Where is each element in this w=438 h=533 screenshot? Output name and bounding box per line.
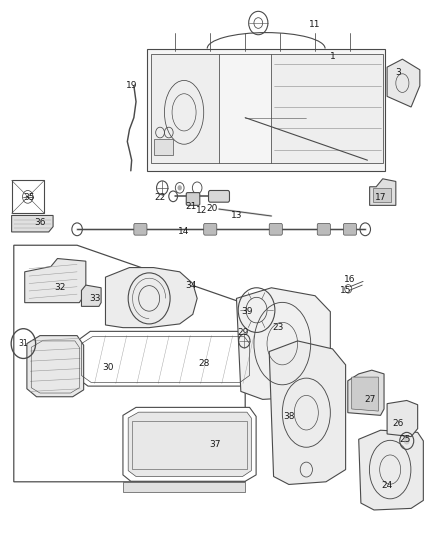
Polygon shape [237,288,330,399]
Text: 38: 38 [283,412,295,421]
Text: 39: 39 [242,307,253,316]
FancyBboxPatch shape [186,192,200,205]
Polygon shape [387,400,418,437]
Text: 13: 13 [231,212,242,221]
FancyBboxPatch shape [208,190,230,202]
Text: 21: 21 [185,203,196,212]
FancyBboxPatch shape [12,180,44,213]
Text: 1: 1 [330,52,336,61]
FancyBboxPatch shape [317,223,330,235]
Text: 15: 15 [340,286,351,295]
Polygon shape [25,259,86,303]
Text: 22: 22 [155,193,166,202]
Text: 31: 31 [18,339,28,348]
Polygon shape [272,54,383,163]
Text: 35: 35 [23,193,35,202]
FancyBboxPatch shape [134,223,147,235]
Polygon shape [77,332,254,386]
Text: 24: 24 [381,481,393,490]
Text: 17: 17 [375,193,386,202]
Polygon shape [370,179,396,205]
Text: 27: 27 [364,395,375,404]
Polygon shape [387,59,420,107]
FancyBboxPatch shape [269,223,283,235]
Text: 12: 12 [196,206,207,215]
Polygon shape [27,336,84,397]
Text: 23: 23 [272,323,284,332]
Polygon shape [348,370,384,415]
Polygon shape [123,407,256,481]
FancyBboxPatch shape [204,223,217,235]
Polygon shape [153,139,173,155]
Text: 29: 29 [237,328,249,337]
Circle shape [177,185,182,190]
Text: 19: 19 [126,81,138,90]
FancyBboxPatch shape [343,223,357,235]
Polygon shape [359,430,424,510]
Text: 28: 28 [198,359,209,368]
Polygon shape [147,49,385,171]
Text: 26: 26 [392,419,404,428]
Text: 32: 32 [54,283,65,292]
Polygon shape [81,285,101,306]
Polygon shape [151,54,219,163]
Text: 34: 34 [185,280,196,289]
Polygon shape [128,412,251,477]
Text: 20: 20 [207,204,218,213]
Text: 11: 11 [309,20,321,29]
Text: 36: 36 [34,219,46,228]
Polygon shape [106,268,197,328]
Text: 14: 14 [178,228,190,237]
Text: 3: 3 [395,68,401,77]
Polygon shape [373,188,392,201]
Text: 30: 30 [102,363,113,372]
Text: 16: 16 [344,275,356,284]
Polygon shape [269,341,346,484]
Polygon shape [12,215,53,232]
Text: 37: 37 [209,440,220,449]
Text: 25: 25 [399,435,410,444]
Polygon shape [352,377,378,411]
Text: 33: 33 [89,294,100,303]
Polygon shape [123,482,245,492]
Circle shape [404,437,410,445]
